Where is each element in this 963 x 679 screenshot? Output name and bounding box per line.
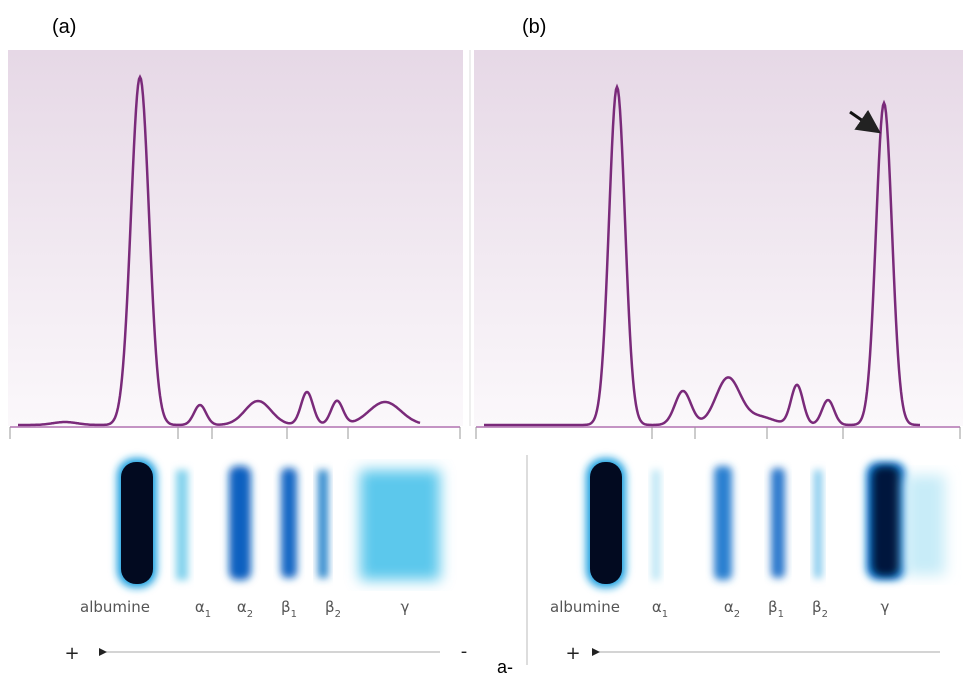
- fraction-label: γ: [881, 598, 890, 616]
- plus: +: [565, 643, 580, 664]
- symbol: β: [281, 598, 291, 616]
- fraction-label: β2: [812, 598, 828, 620]
- subscript: 2: [734, 609, 740, 620]
- symbol: α: [237, 598, 247, 616]
- footer: a-: [497, 657, 513, 677]
- symbol: α: [195, 598, 205, 616]
- fraction-label: α2: [724, 598, 740, 620]
- fraction-label: albumine: [80, 598, 150, 616]
- symbol: γ: [881, 598, 890, 616]
- subscript: 2: [822, 609, 828, 620]
- gel-b: [586, 458, 945, 588]
- subscript: 2: [335, 609, 341, 620]
- symbol: γ: [401, 598, 410, 616]
- gel-a: [117, 458, 440, 588]
- subscript: 1: [291, 609, 297, 620]
- fraction-label: α2: [237, 598, 253, 620]
- subscript: 1: [778, 609, 784, 620]
- fraction-label: β1: [768, 598, 784, 620]
- panel-tag: (b): [522, 16, 546, 38]
- fraction-label: albumine: [550, 598, 620, 616]
- panel-bg: [474, 50, 963, 426]
- plus: +: [64, 643, 79, 664]
- fraction-label: β2: [325, 598, 341, 620]
- figure: (a) (b) albumineα1α2β1β2γalbumineα1α2β1β…: [0, 0, 963, 679]
- subscript: 2: [247, 609, 253, 620]
- fraction-label: β1: [281, 598, 297, 620]
- symbol: α: [724, 598, 734, 616]
- subscript: 1: [205, 609, 211, 620]
- fraction-label: α1: [195, 598, 211, 620]
- minus: -: [461, 641, 468, 662]
- symbol: β: [768, 598, 778, 616]
- panel-tag: (a): [52, 16, 76, 38]
- panel-bg: [8, 50, 463, 426]
- fraction-label: α1: [652, 598, 668, 620]
- subscript: 1: [662, 609, 668, 620]
- fraction-label: γ: [401, 598, 410, 616]
- symbol: α: [652, 598, 662, 616]
- symbol: β: [812, 598, 822, 616]
- symbol: β: [325, 598, 335, 616]
